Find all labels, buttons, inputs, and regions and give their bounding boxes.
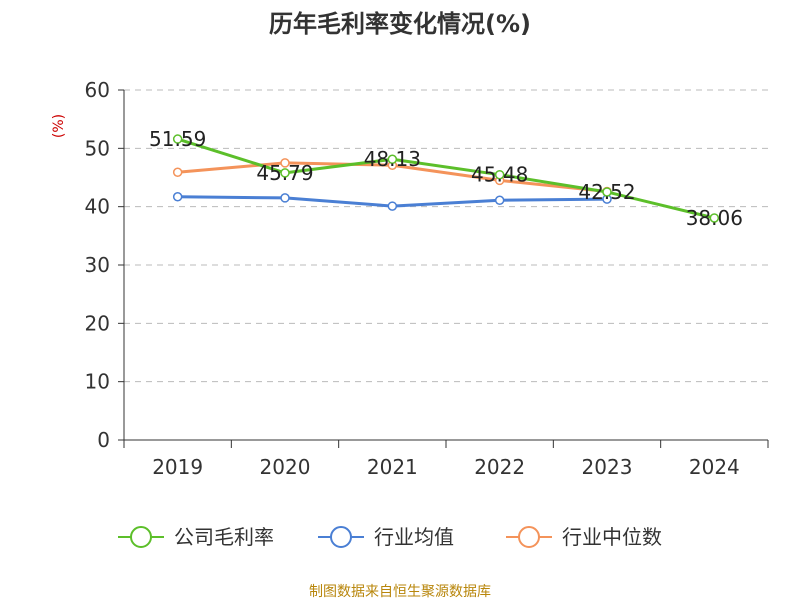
x-tick-label: 2022 (474, 455, 525, 479)
data-label: 38.06 (686, 206, 743, 230)
y-axis-unit-label: (%) (51, 114, 67, 138)
data-point (494, 169, 505, 180)
legend-item[interactable]: 公司毛利率 (118, 525, 274, 549)
chart-title: 历年毛利率变化情况(%) (269, 10, 531, 38)
y-tick-label: 60 (85, 78, 110, 102)
data-labels: 51.59 45.79 48.13 45.48 42.52 38.06 (149, 127, 743, 230)
y-tick-label: 40 (85, 195, 110, 219)
data-point (172, 167, 183, 177)
data-point (172, 192, 183, 202)
data-point (602, 187, 612, 197)
x-tick-label: 2020 (260, 455, 311, 479)
y-tick-label: 30 (85, 253, 110, 277)
legend-label: 行业均值 (374, 525, 454, 549)
data-label: 51.59 (149, 127, 206, 151)
data-label: 45.48 (471, 163, 528, 187)
data-label: 42.52 (578, 180, 635, 204)
legend: 公司毛利率 行业均值 行业中位数 (118, 525, 662, 549)
data-point (280, 158, 290, 168)
legend-swatch-marker (130, 526, 152, 548)
y-tick-label: 20 (85, 311, 110, 335)
x-tick-label: 2021 (367, 455, 418, 479)
y-tick-label: 0 (97, 428, 110, 452)
data-label: 48.13 (364, 147, 421, 171)
axes: 0 10 20 30 40 50 60 2019 2020 2021 2022 2023 2024 (85, 78, 769, 479)
x-tick-label: 2023 (582, 455, 633, 479)
data-point (280, 193, 290, 203)
legend-label: 行业中位数 (562, 525, 662, 549)
series-lines (172, 134, 720, 223)
data-point (280, 168, 290, 178)
y-tick-label: 10 (85, 370, 110, 394)
y-tick-label: 50 (85, 136, 110, 160)
legend-item[interactable]: 行业均值 (318, 525, 454, 549)
legend-swatch-marker (518, 526, 540, 548)
series-line (176, 137, 716, 220)
legend-item[interactable]: 行业中位数 (506, 525, 662, 549)
data-point (709, 213, 720, 223)
data-label: 45.79 (256, 161, 313, 185)
data-point (387, 154, 398, 164)
x-tick-label: 2024 (689, 455, 740, 479)
legend-swatch-marker (330, 526, 352, 548)
data-point (494, 195, 505, 205)
legend-label: 公司毛利率 (174, 525, 274, 549)
data-point (387, 201, 398, 211)
data-point (172, 134, 183, 144)
grid-lines (124, 89, 768, 383)
source-note: 制图数据来自恒生聚源数据库 (309, 584, 491, 600)
x-tick-label: 2019 (152, 455, 203, 479)
